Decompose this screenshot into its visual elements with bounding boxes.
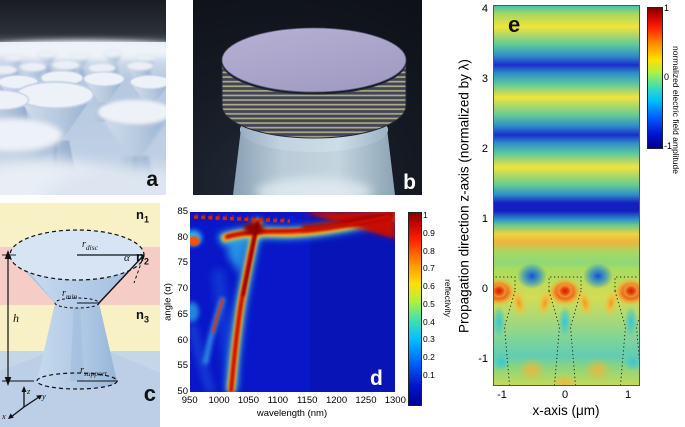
e-x-axis-title: x-axis (μm) [532, 403, 600, 418]
d-colorbar-ticks: 1 0.9 0.8 0.7 0.6 0.5 0.4 0.3 0.2 0.1 [423, 210, 441, 380]
d-x-tick-label: 1000 [208, 395, 230, 406]
d-x-tick-label: 1050 [237, 395, 259, 406]
layered-disc-pillar-illustration [193, 0, 422, 195]
e-x-tick-label: 0 [561, 389, 569, 401]
e-y-tick-label: -1 [478, 353, 488, 365]
e-colorbar-tick-label: -1 [664, 141, 673, 151]
d-x-tick-label: 1300 [384, 395, 406, 406]
e-colorbar-ticks: 1 0 -1 [664, 3, 676, 151]
d-colorbar-tick-label: 0.4 [423, 316, 435, 327]
d-y-tick-label: 60 [177, 334, 188, 346]
d-x-axis-title: wavelength (nm) [256, 408, 328, 419]
d-y-tick-label: 65 [177, 308, 188, 320]
x-axis-triad-label: x [2, 411, 6, 421]
d-x-axis-ticks: 950 1000 1050 1100 1150 1200 1250 1300 [175, 395, 410, 406]
panel-e-label: e [508, 12, 521, 37]
d-y-tick-label: 75 [177, 257, 188, 269]
e-y-axis-ticks: 4 3 2 1 0 -1 [474, 3, 488, 365]
d-heatmap-plot: d [190, 212, 395, 392]
d-colorbar-tick-label: 0.6 [423, 281, 435, 292]
height-h-label: h [13, 311, 19, 325]
d-colorbar-tick-label: 0.5 [423, 298, 435, 309]
r-support-label: rsupport [80, 365, 107, 378]
e-y-tick-label: 1 [481, 213, 488, 225]
d-x-tick-label: 1150 [296, 395, 318, 406]
e-y-tick-label: 3 [481, 73, 488, 85]
d-y-axis-ticks: 85 80 75 70 65 60 55 50 [172, 207, 188, 397]
d-y-tick-label: 70 [177, 283, 188, 295]
e-x-tick-label: -1 [497, 389, 507, 401]
d-colorbar-tick-label: 0.2 [423, 352, 435, 363]
d-colorbar-tick-label: 0.7 [423, 263, 435, 274]
e-colorbar [647, 7, 663, 149]
panel-a-label: a [146, 168, 158, 191]
panel-c-label: c [143, 381, 156, 406]
e-y-axis-title: Propagation direction z-axis (normalized… [456, 59, 472, 333]
panel-e-chart: Propagation direction z-axis (normalized… [450, 0, 685, 427]
panel-b-label: b [403, 171, 416, 194]
d-y-tick-label: 55 [177, 360, 188, 372]
e-y-tick-label: 0 [481, 283, 488, 295]
d-x-tick-label: 1250 [355, 395, 377, 406]
d-y-tick-label: 80 [177, 231, 188, 243]
r-min-label: rmin [62, 288, 78, 301]
d-colorbar-tick-label: 1 [423, 210, 428, 220]
d-colorbar-tick-label: 0.9 [423, 227, 435, 238]
alpha-angle-label: α [124, 252, 130, 264]
d-colorbar [408, 212, 422, 406]
d-colorbar-tick-label: 0.1 [423, 369, 435, 380]
e-colorbar-tick-label: 1 [664, 3, 670, 13]
e-heatmap-plot: e [493, 5, 640, 386]
d-x-tick-label: 1100 [267, 395, 289, 406]
panel-d-chart: angle (α) [160, 200, 460, 427]
d-x-tick-label: 1200 [325, 395, 348, 406]
panel-c-schematic: n1 n2 n3 rdisc α rmin rsupport h z y x c [0, 203, 160, 427]
structure-schematic-drawing [0, 203, 160, 427]
e-colorbar-title: normalized electric field amplitude [671, 45, 681, 175]
e-x-axis-ticks: -1 0 1 [487, 389, 643, 401]
d-colorbar-tick-label: 0.3 [423, 334, 435, 345]
e-x-tick-label: 1 [624, 389, 632, 401]
panel-d-label: d [370, 367, 383, 390]
panel-b-render: b [193, 0, 422, 195]
refractive-index-n1-label: n1 [136, 207, 149, 225]
d-y-tick-label: 50 [177, 385, 188, 397]
e-y-tick-label: 2 [481, 143, 488, 155]
refractive-index-n2-label: n2 [136, 249, 149, 267]
d-x-tick-label: 950 [181, 395, 198, 406]
d-colorbar-tick-label: 0.8 [423, 245, 435, 256]
e-y-tick-label: 4 [481, 3, 488, 15]
structure-outlines [494, 276, 639, 385]
y-axis-triad-label: y [42, 391, 46, 401]
d-y-tick-label: 85 [177, 206, 188, 217]
refractive-index-n3-label: n3 [136, 307, 149, 325]
e-colorbar-tick-label: 0 [664, 72, 670, 82]
z-axis-triad-label: z [27, 386, 31, 396]
cone-array-3d-illustration [0, 0, 166, 195]
r-disc-label: rdisc [82, 239, 98, 252]
panel-a-render: a [0, 0, 166, 195]
